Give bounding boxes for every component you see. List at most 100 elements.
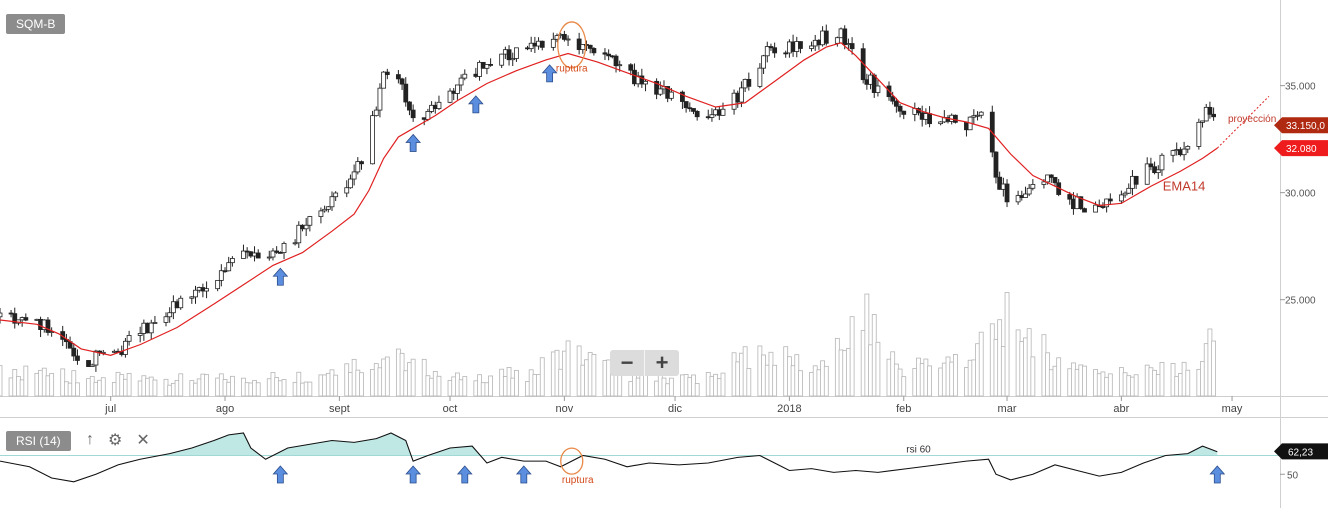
candle-body bbox=[1026, 187, 1032, 195]
candle-body bbox=[75, 355, 80, 361]
projection-line bbox=[1216, 95, 1270, 149]
candle-body bbox=[798, 41, 803, 49]
candle-body bbox=[12, 313, 18, 324]
candle-body bbox=[680, 91, 685, 102]
volume-bar bbox=[1159, 361, 1165, 397]
candle-body bbox=[93, 350, 99, 366]
candle-body bbox=[193, 289, 198, 298]
rsi-y-tick-label: 50 bbox=[1287, 470, 1299, 481]
volume-bar bbox=[1211, 340, 1217, 397]
candle-body bbox=[384, 71, 390, 75]
candle-body bbox=[875, 85, 881, 93]
candle-body bbox=[643, 80, 648, 85]
volume-bar bbox=[1185, 369, 1191, 397]
candle-body bbox=[823, 30, 829, 44]
volume-bar bbox=[978, 331, 984, 397]
candle-body bbox=[927, 113, 932, 125]
zoom-out-button[interactable]: − bbox=[620, 350, 634, 375]
candle-body bbox=[952, 114, 958, 123]
candle-body bbox=[488, 64, 494, 66]
rsi-tools: ↑ ⚙ ✕ bbox=[86, 430, 150, 450]
candle-body bbox=[229, 258, 235, 264]
volume-bar bbox=[255, 382, 261, 397]
x-tick-label: oct bbox=[443, 403, 458, 415]
candle-body bbox=[772, 47, 778, 54]
buy-signal-arrow bbox=[467, 95, 484, 114]
candle-body bbox=[938, 121, 944, 125]
candle-body bbox=[613, 55, 619, 67]
candle-body bbox=[506, 49, 512, 61]
candle-body bbox=[757, 67, 763, 87]
close-icon[interactable]: ✕ bbox=[136, 432, 150, 449]
candle-body bbox=[720, 108, 726, 116]
candle-body bbox=[348, 178, 353, 189]
breakout-circle bbox=[557, 21, 587, 69]
candle-body bbox=[255, 252, 261, 259]
y-tick-label: 35.000 bbox=[1285, 82, 1316, 93]
candle-body bbox=[189, 296, 195, 299]
candle-body bbox=[344, 187, 350, 194]
candle-body bbox=[499, 53, 505, 66]
candle-body bbox=[163, 316, 169, 323]
candle-body bbox=[639, 75, 645, 85]
move-up-icon[interactable]: ↑ bbox=[86, 431, 94, 448]
volume-bar bbox=[927, 365, 932, 397]
x-tick-label: jul bbox=[104, 403, 116, 415]
volume-bar bbox=[1107, 373, 1113, 397]
candle-body bbox=[71, 347, 77, 357]
x-tick-label: ago bbox=[216, 403, 234, 415]
candle-body bbox=[1196, 121, 1202, 147]
candle-body bbox=[399, 78, 405, 85]
volume-bar bbox=[359, 372, 364, 397]
candle-body bbox=[550, 38, 556, 48]
x-tick-label: may bbox=[1222, 403, 1243, 415]
volume-bar bbox=[720, 372, 726, 397]
candle-body bbox=[359, 161, 364, 165]
volume-bar bbox=[1082, 365, 1087, 397]
candle-body bbox=[462, 73, 468, 79]
rsi-signal-arrow bbox=[515, 465, 532, 484]
candle-body bbox=[1122, 192, 1128, 196]
x-tick-label: 2018 bbox=[777, 403, 801, 415]
candle-body bbox=[148, 322, 154, 334]
candle-body bbox=[1107, 198, 1113, 202]
rsi-overbought-fill bbox=[0, 433, 1218, 456]
volume-bar bbox=[1004, 292, 1010, 397]
gear-icon[interactable]: ⚙ bbox=[108, 432, 123, 449]
x-tick-label: nov bbox=[556, 403, 574, 415]
candle-body bbox=[783, 52, 789, 55]
candle-body bbox=[654, 80, 659, 95]
volume-bar bbox=[152, 379, 158, 397]
volume-bar bbox=[643, 374, 648, 397]
candle-body bbox=[370, 115, 375, 165]
rsi-line bbox=[0, 432, 1218, 483]
candle-body bbox=[266, 256, 272, 259]
zoom-in-button[interactable]: + bbox=[644, 350, 679, 376]
chart-annotation: proyección bbox=[1228, 114, 1276, 125]
volume-bar bbox=[0, 365, 3, 397]
rsi-last-marker bbox=[1274, 443, 1328, 460]
candle-body bbox=[691, 108, 696, 112]
candle-body bbox=[1052, 177, 1058, 184]
x-tick-label: dic bbox=[668, 403, 683, 415]
candle-body bbox=[1155, 169, 1161, 174]
candle-body bbox=[768, 46, 774, 49]
candle-body bbox=[333, 192, 339, 198]
candle-body bbox=[694, 111, 700, 118]
volume-bar bbox=[307, 381, 313, 397]
candle-body bbox=[628, 64, 634, 71]
volume-bar bbox=[1133, 374, 1139, 397]
rsi-last-label: 62,23 bbox=[1288, 447, 1313, 458]
rsi-badge[interactable]: RSI (14) bbox=[6, 431, 71, 451]
candle-body bbox=[436, 101, 442, 109]
symbol-badge[interactable]: SQM-B bbox=[6, 14, 66, 34]
candle-body bbox=[86, 360, 91, 367]
candle-body bbox=[137, 333, 143, 336]
candle-body bbox=[1144, 163, 1150, 185]
candle-body bbox=[292, 242, 298, 245]
candle-body bbox=[458, 77, 464, 86]
volume-bar bbox=[100, 377, 106, 397]
volume-bar bbox=[1056, 357, 1062, 397]
candle-body bbox=[407, 101, 412, 111]
candle-body bbox=[222, 270, 228, 273]
